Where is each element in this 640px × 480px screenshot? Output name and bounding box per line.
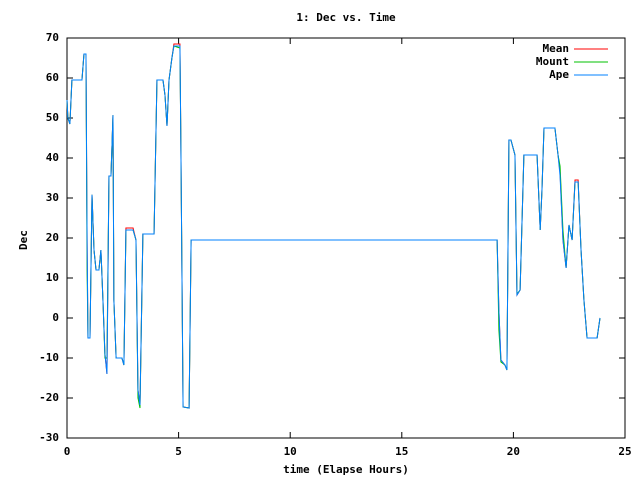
x-tick-label: 0 [64,445,71,458]
y-tick-label: 50 [46,111,59,124]
legend-label: Mean [543,42,570,55]
y-tick-label: 0 [52,311,59,324]
y-tick-label: 40 [46,151,59,164]
chart-title: 1: Dec vs. Time [296,11,396,24]
x-tick-label: 20 [507,445,520,458]
y-tick-label: -10 [39,351,59,364]
y-tick-label: 20 [46,231,59,244]
x-tick-label: 10 [284,445,297,458]
x-tick-label: 25 [618,445,631,458]
legend-label: Mount [536,55,569,68]
y-tick-label: -30 [39,431,59,444]
legend-label: Ape [549,68,569,81]
x-axis-label: time (Elapse Hours) [283,463,409,476]
y-tick-label: 30 [46,191,59,204]
y-axis-label: Dec [17,230,30,250]
y-tick-label: 60 [46,71,59,84]
x-tick-label: 15 [395,445,408,458]
x-tick-label: 5 [175,445,182,458]
y-tick-label: 10 [46,271,59,284]
y-tick-label: 70 [46,31,59,44]
y-tick-label: -20 [39,391,59,404]
series-line [66,45,601,409]
